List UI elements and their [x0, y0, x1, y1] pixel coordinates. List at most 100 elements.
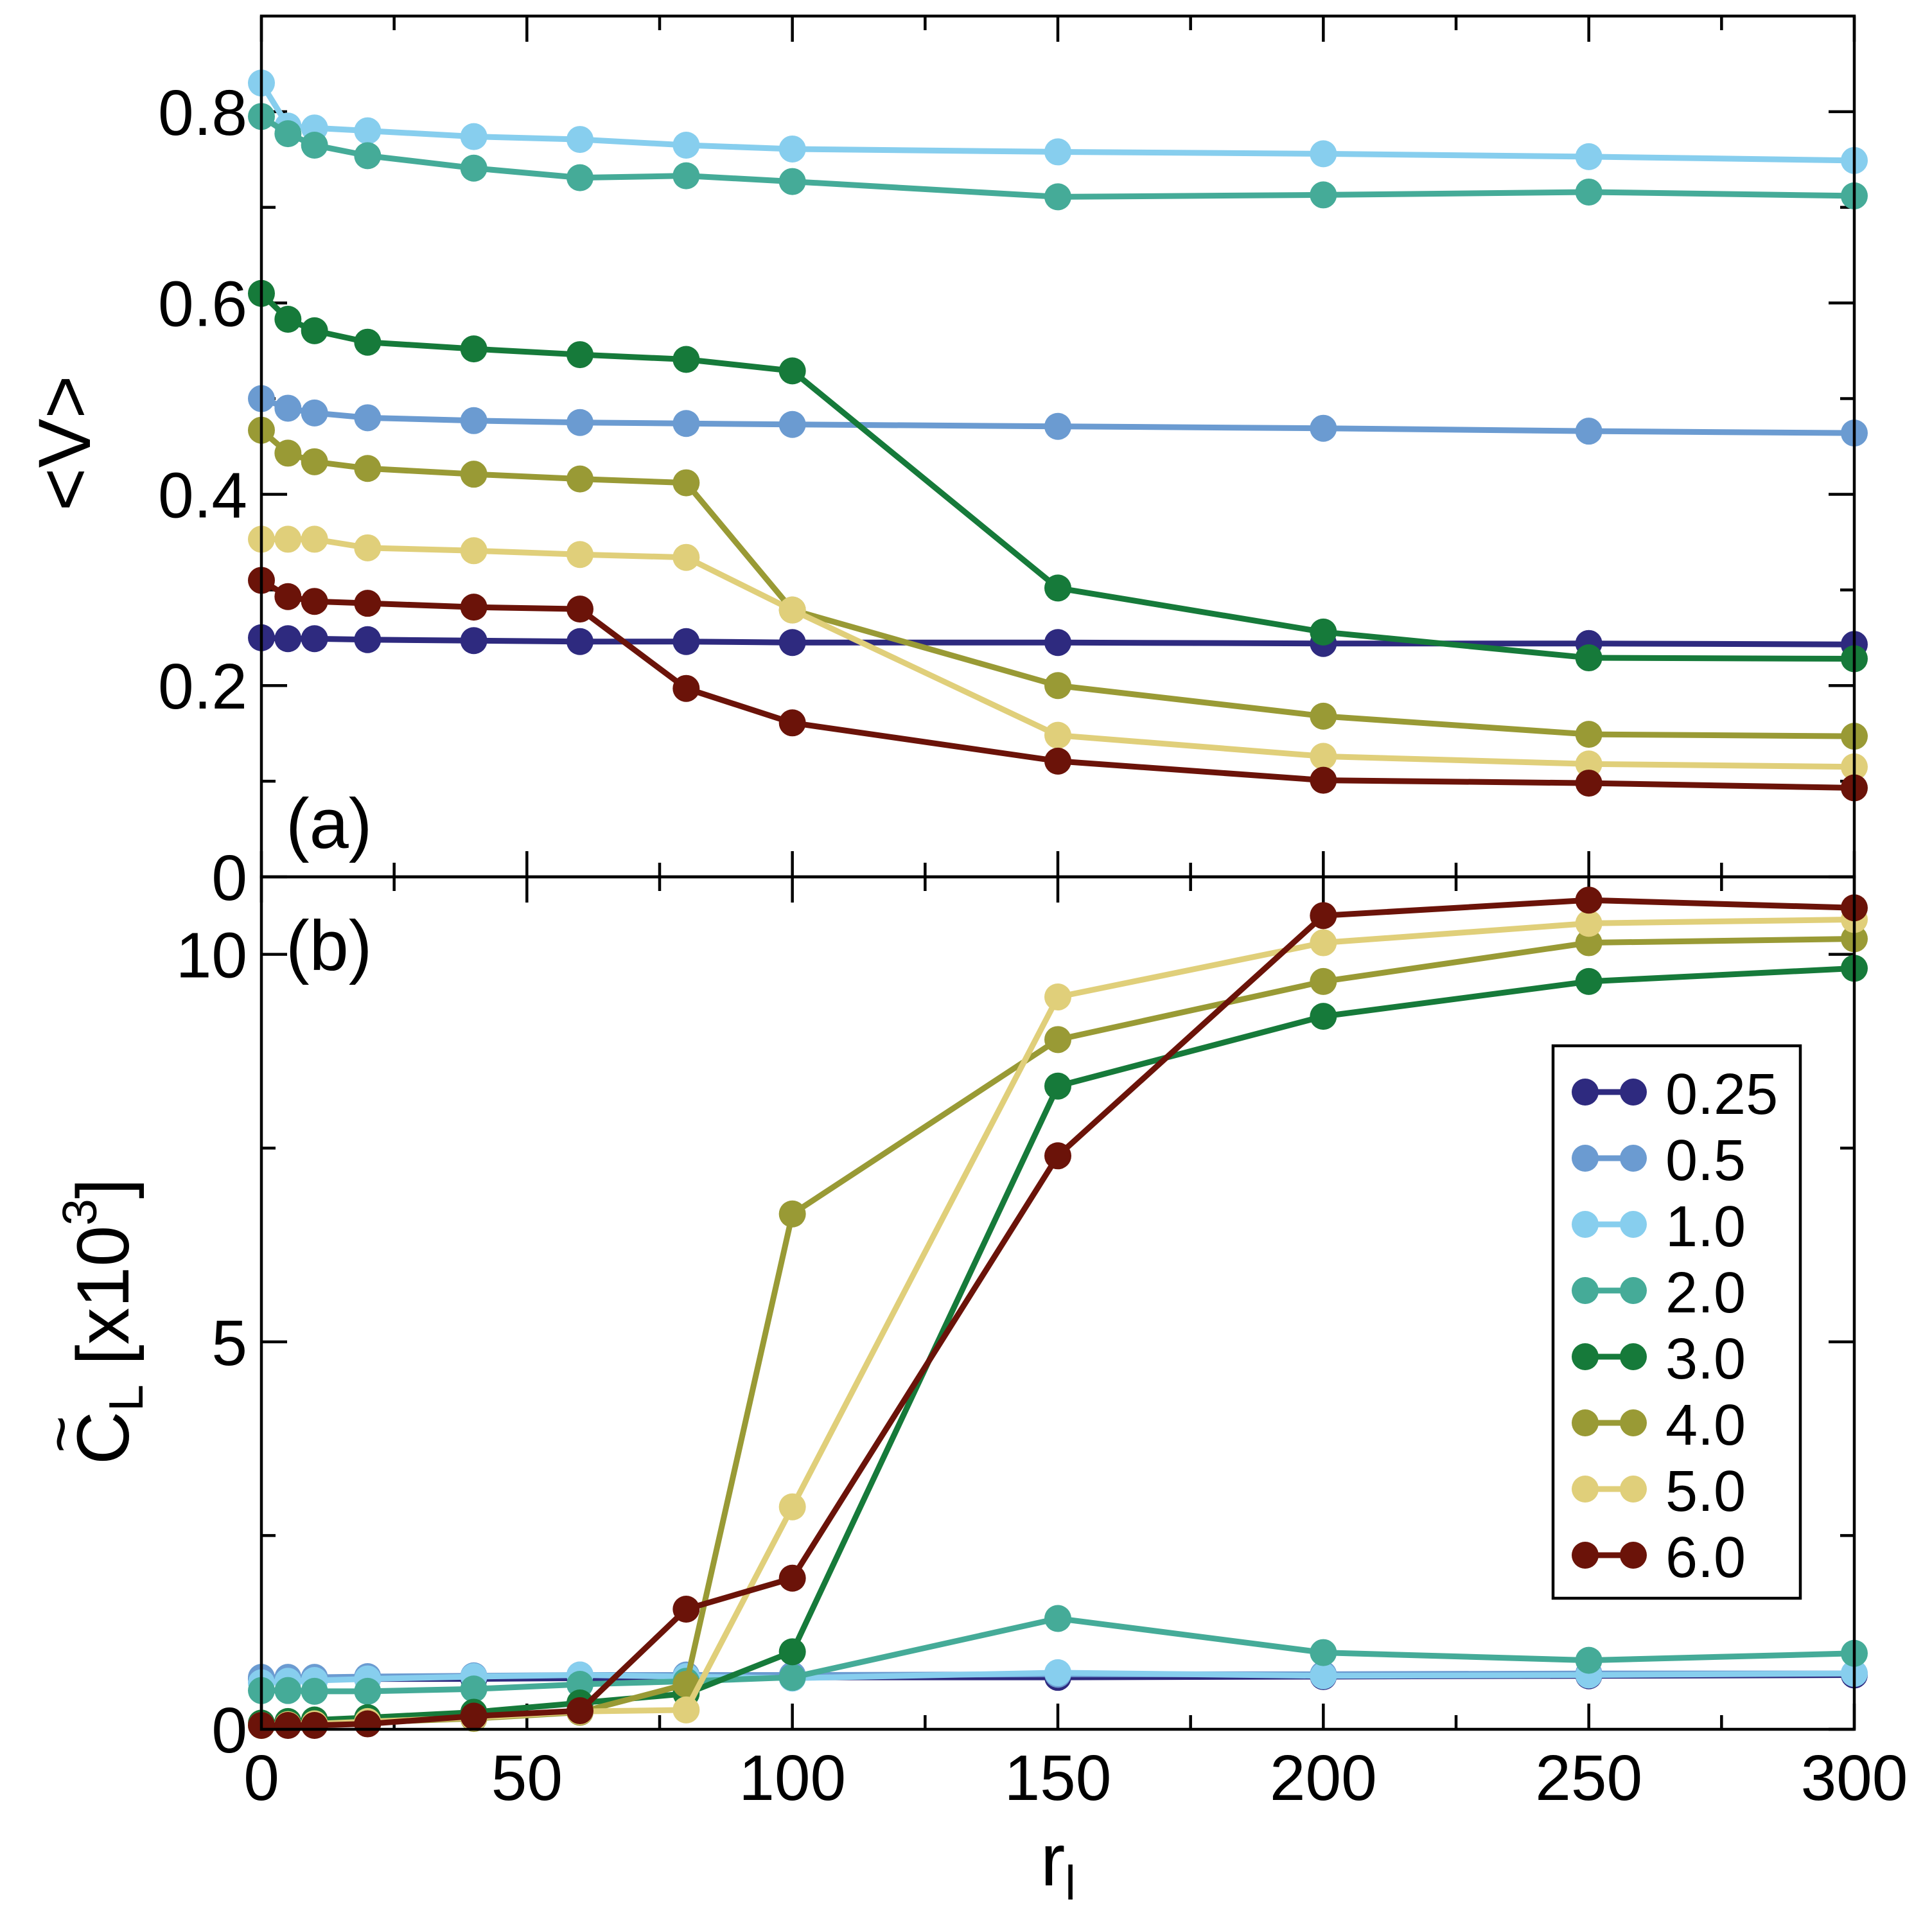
data-point — [1044, 629, 1071, 657]
legend-swatch-point — [1620, 1277, 1647, 1304]
legend-label: 5.0 — [1665, 1459, 1746, 1524]
x-tick-label: 200 — [1270, 1742, 1377, 1814]
legend-box — [1551, 1044, 1802, 1600]
data-point — [460, 627, 487, 655]
legend-swatch-point — [1572, 1476, 1599, 1503]
legend-swatch-point — [1620, 1079, 1647, 1106]
data-point — [672, 628, 700, 655]
x-tick-label: 250 — [1535, 1742, 1642, 1814]
data-point — [672, 132, 700, 159]
ylabel-tilde: ~ — [24, 1416, 96, 1453]
data-point — [354, 1677, 382, 1705]
panel-a-ylabel: <V> — [24, 375, 106, 511]
x-tick-label: 50 — [491, 1742, 563, 1814]
data-point — [460, 123, 487, 150]
legend-swatch-point — [1572, 1542, 1599, 1569]
data-point — [1044, 574, 1071, 602]
data-point — [672, 162, 700, 190]
data-point — [1310, 1639, 1337, 1666]
panel-a: 0 0.2 0.4 0.6 0.8 (a) <V> — [24, 14, 1868, 914]
panel-b-ylabel: CL [x103] ~ — [24, 1178, 153, 1465]
data-point — [1310, 1662, 1337, 1689]
data-point — [1310, 902, 1337, 930]
data-point — [1044, 1605, 1071, 1632]
data-point — [460, 594, 487, 621]
legend-swatch-point — [1572, 1079, 1599, 1106]
data-point — [778, 168, 806, 195]
data-point — [1044, 1026, 1071, 1054]
data-point — [1044, 721, 1071, 749]
panel-b-frame — [259, 875, 1856, 1731]
series-4.0 — [248, 416, 1868, 750]
data-point — [301, 399, 328, 427]
data-point — [1310, 140, 1337, 168]
y-tick-label: 10 — [176, 920, 247, 992]
data-point — [1310, 766, 1337, 794]
ylabel-close: ] — [62, 1178, 145, 1199]
legend-label: 4.0 — [1665, 1393, 1746, 1458]
data-point — [1575, 750, 1603, 778]
data-point — [778, 135, 806, 163]
data-point — [1575, 644, 1603, 672]
legend-swatch-point — [1572, 1277, 1599, 1304]
legend-label: 0.25 — [1665, 1062, 1778, 1127]
data-point — [354, 590, 382, 617]
data-point — [1310, 618, 1337, 646]
data-point — [1310, 414, 1337, 442]
data-point — [354, 455, 382, 482]
legend: 0.250.51.02.03.04.05.06.0 — [1551, 1044, 1802, 1600]
ylabel-c: C — [62, 1411, 145, 1465]
data-point — [566, 595, 593, 623]
legend-item: 4.0 — [1572, 1393, 1746, 1458]
data-point — [672, 469, 700, 497]
data-point — [1575, 929, 1603, 957]
panel-b-xlabel: rl — [1041, 1819, 1076, 1910]
data-point — [301, 1677, 328, 1705]
data-point — [460, 1702, 487, 1730]
series-6.0 — [248, 886, 1868, 1739]
data-point — [354, 404, 382, 432]
data-point — [301, 525, 328, 553]
y-tick-label: 0 — [211, 1695, 247, 1767]
xlabel-r: r — [1041, 1819, 1065, 1901]
data-point — [1575, 770, 1603, 797]
y-tick-label: 0.2 — [158, 651, 247, 723]
legend-swatch-point — [1620, 1343, 1647, 1370]
data-point — [301, 588, 328, 615]
y-tick-label: 0.8 — [158, 77, 247, 149]
legend-item: 5.0 — [1572, 1459, 1746, 1524]
x-tick-label: 150 — [1005, 1742, 1112, 1814]
data-point — [1575, 967, 1603, 995]
data-point — [1310, 929, 1337, 957]
data-point — [274, 439, 302, 467]
panel-a-ticks: 0 0.2 0.4 0.6 0.8 — [158, 16, 1856, 914]
panel-b-label: (b) — [286, 906, 372, 985]
data-point — [274, 305, 302, 333]
ylabel-sub-l: L — [99, 1384, 153, 1411]
data-point — [354, 142, 382, 170]
y-tick-label: 0 — [211, 842, 247, 914]
data-point — [1044, 1072, 1071, 1100]
legend-item: 3.0 — [1572, 1327, 1746, 1391]
x-tick-label: 0 — [243, 1742, 279, 1814]
y-tick-label: 0.6 — [158, 269, 247, 340]
data-point — [778, 629, 806, 657]
data-point — [301, 132, 328, 159]
x-tick-label: 100 — [739, 1742, 846, 1814]
panel-a-series — [248, 69, 1868, 802]
data-point — [778, 410, 806, 438]
data-point — [1310, 743, 1337, 770]
y-tick-label: 0.4 — [158, 459, 247, 531]
y-tick-label: 5 — [211, 1307, 247, 1379]
data-point — [274, 583, 302, 610]
data-point — [274, 625, 302, 653]
data-point — [672, 1596, 700, 1623]
data-point — [566, 126, 593, 154]
ylabel-sup-3: 3 — [53, 1199, 107, 1226]
data-point — [566, 628, 593, 655]
data-point — [460, 154, 487, 182]
data-point — [566, 541, 593, 569]
series-0.5 — [248, 385, 1868, 447]
